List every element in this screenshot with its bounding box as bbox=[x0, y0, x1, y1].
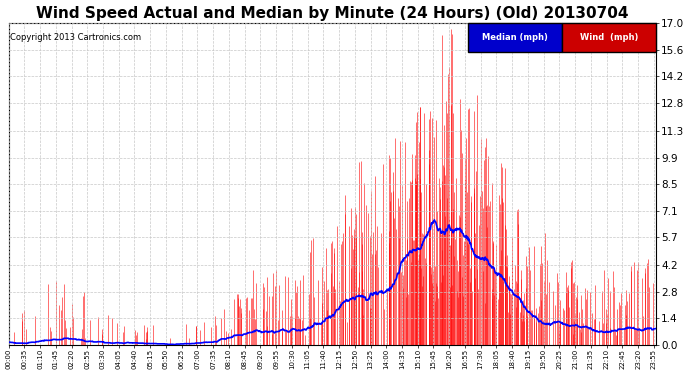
FancyBboxPatch shape bbox=[468, 23, 562, 52]
Title: Wind Speed Actual and Median by Minute (24 Hours) (Old) 20130704: Wind Speed Actual and Median by Minute (… bbox=[36, 6, 629, 21]
Text: Wind  (mph): Wind (mph) bbox=[580, 33, 638, 42]
Text: Copyright 2013 Cartronics.com: Copyright 2013 Cartronics.com bbox=[10, 33, 141, 42]
FancyBboxPatch shape bbox=[562, 23, 656, 52]
Text: Median (mph): Median (mph) bbox=[482, 33, 548, 42]
